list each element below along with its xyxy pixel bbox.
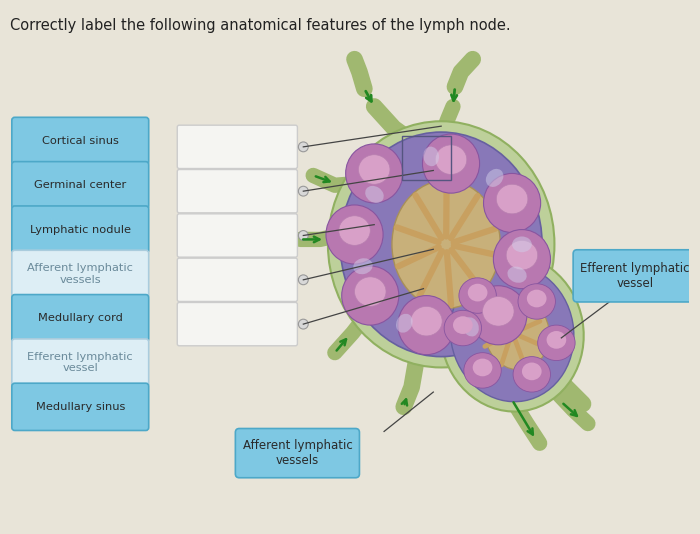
- Ellipse shape: [496, 184, 528, 214]
- Circle shape: [298, 319, 308, 329]
- Ellipse shape: [444, 310, 482, 346]
- Text: Lymphatic nodule: Lymphatic nodule: [30, 225, 131, 234]
- Ellipse shape: [482, 296, 514, 326]
- Ellipse shape: [326, 205, 383, 264]
- Circle shape: [298, 231, 308, 240]
- Ellipse shape: [513, 357, 550, 392]
- Ellipse shape: [486, 169, 503, 187]
- Ellipse shape: [354, 277, 386, 307]
- Ellipse shape: [354, 258, 372, 274]
- Ellipse shape: [454, 258, 512, 313]
- Text: Afferent lymphatic
vessels: Afferent lymphatic vessels: [27, 263, 133, 285]
- Ellipse shape: [339, 216, 370, 245]
- Ellipse shape: [358, 155, 390, 184]
- Ellipse shape: [453, 316, 473, 334]
- Text: Medullary sinus: Medullary sinus: [36, 402, 125, 412]
- Ellipse shape: [365, 186, 384, 203]
- Ellipse shape: [461, 267, 498, 304]
- Ellipse shape: [518, 284, 555, 319]
- FancyBboxPatch shape: [573, 250, 697, 302]
- FancyBboxPatch shape: [12, 206, 148, 253]
- Ellipse shape: [392, 180, 500, 308]
- Ellipse shape: [463, 317, 479, 336]
- Ellipse shape: [538, 325, 575, 360]
- Ellipse shape: [473, 359, 492, 376]
- Ellipse shape: [464, 352, 501, 388]
- FancyBboxPatch shape: [177, 125, 298, 169]
- Ellipse shape: [484, 174, 540, 232]
- Ellipse shape: [340, 132, 542, 357]
- FancyBboxPatch shape: [12, 383, 148, 430]
- Circle shape: [298, 186, 308, 196]
- Ellipse shape: [459, 278, 496, 313]
- FancyBboxPatch shape: [177, 258, 298, 302]
- Ellipse shape: [470, 286, 527, 345]
- FancyBboxPatch shape: [235, 428, 359, 478]
- Ellipse shape: [508, 266, 526, 283]
- Text: Germinal center: Germinal center: [34, 180, 127, 190]
- Ellipse shape: [547, 331, 566, 349]
- Ellipse shape: [342, 266, 399, 325]
- FancyBboxPatch shape: [12, 162, 148, 209]
- FancyBboxPatch shape: [12, 117, 148, 164]
- FancyBboxPatch shape: [177, 169, 298, 213]
- Ellipse shape: [398, 295, 455, 355]
- Ellipse shape: [328, 121, 554, 367]
- Text: Correctly label the following anatomical features of the lymph node.: Correctly label the following anatomical…: [10, 18, 510, 33]
- FancyBboxPatch shape: [12, 339, 148, 386]
- Circle shape: [298, 275, 308, 285]
- FancyBboxPatch shape: [177, 214, 298, 257]
- Circle shape: [298, 142, 308, 152]
- Ellipse shape: [435, 145, 467, 175]
- Ellipse shape: [485, 296, 550, 370]
- Ellipse shape: [450, 264, 574, 402]
- FancyBboxPatch shape: [12, 295, 148, 342]
- Ellipse shape: [346, 144, 402, 203]
- Ellipse shape: [424, 147, 439, 166]
- Ellipse shape: [423, 134, 480, 193]
- Ellipse shape: [396, 314, 413, 333]
- Ellipse shape: [506, 240, 538, 270]
- Ellipse shape: [411, 307, 442, 336]
- Ellipse shape: [440, 254, 584, 412]
- Ellipse shape: [468, 284, 487, 302]
- Text: Efferent lymphatic
vessel: Efferent lymphatic vessel: [580, 262, 690, 290]
- Ellipse shape: [522, 363, 542, 380]
- Text: Efferent lymphatic
vessel: Efferent lymphatic vessel: [27, 352, 133, 373]
- FancyBboxPatch shape: [177, 302, 298, 346]
- Text: Medullary cord: Medullary cord: [38, 313, 122, 323]
- Ellipse shape: [494, 230, 550, 289]
- Text: Cortical sinus: Cortical sinus: [42, 136, 119, 146]
- FancyBboxPatch shape: [12, 250, 148, 297]
- Ellipse shape: [512, 237, 532, 252]
- Text: Afferent lymphatic
vessels: Afferent lymphatic vessels: [242, 439, 352, 467]
- Ellipse shape: [527, 289, 547, 308]
